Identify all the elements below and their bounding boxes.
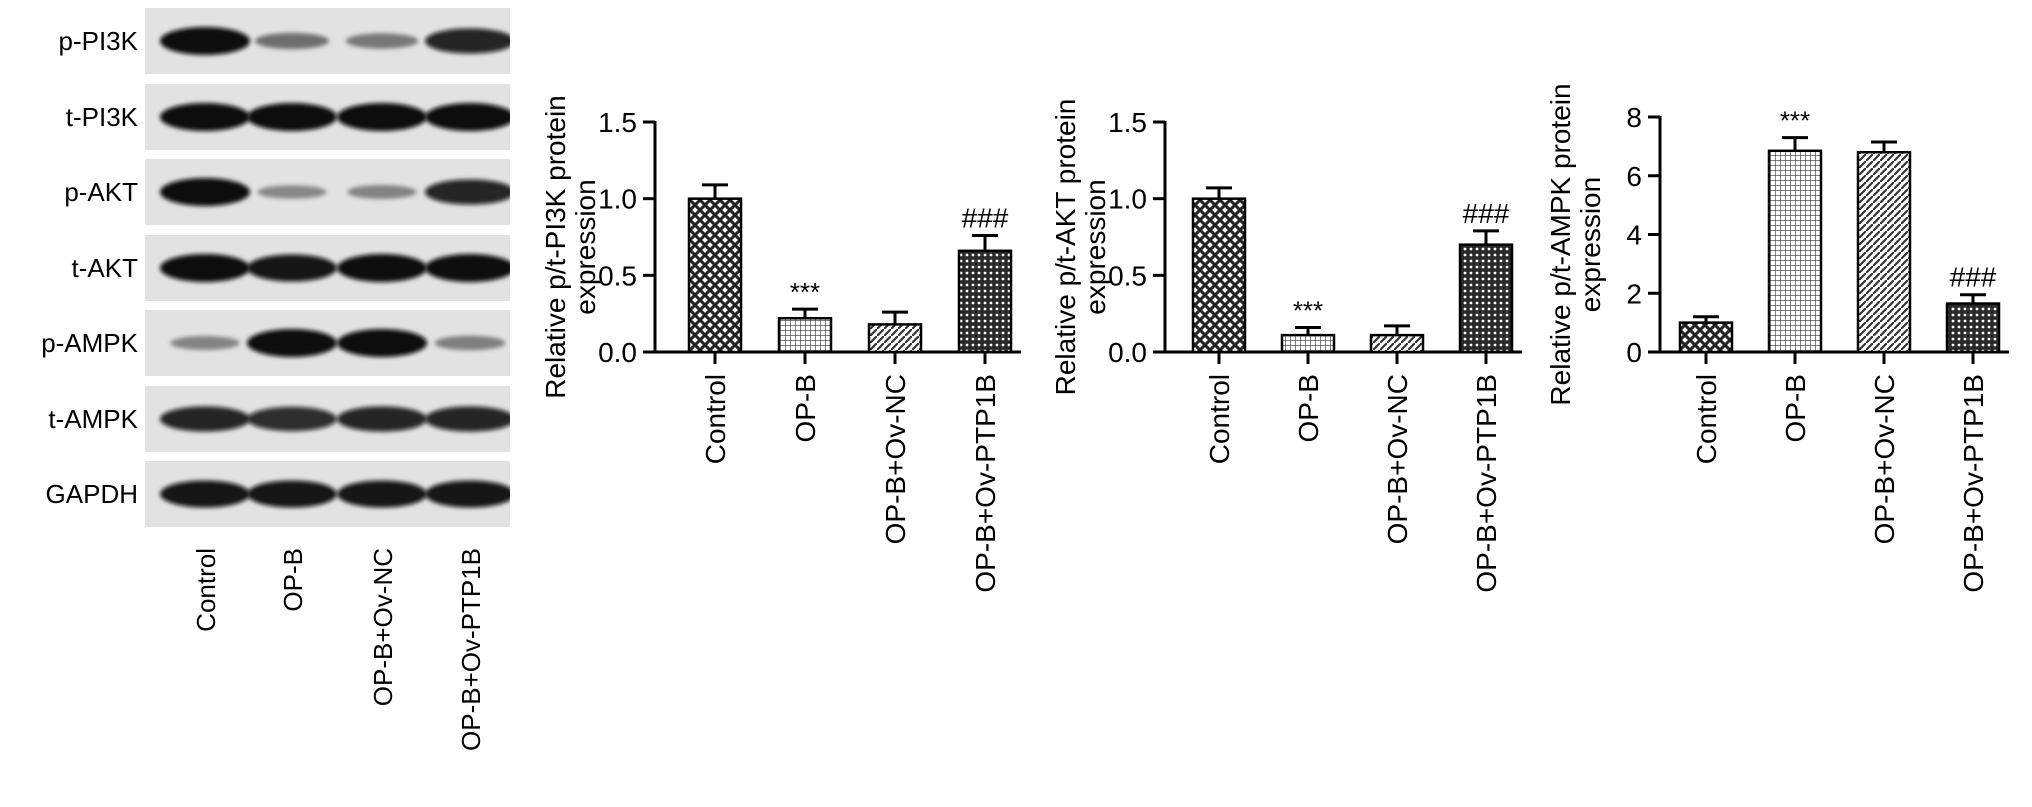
blot-band xyxy=(160,178,250,206)
bar xyxy=(1369,333,1425,354)
significance-label: *** xyxy=(1780,106,1810,136)
bar xyxy=(1767,149,1823,354)
y-tick-label: 2 xyxy=(1626,278,1642,309)
western-blot-panel: p-PI3K t-PI3K p-AKT t-AKT p-AMPK t-AMPK GAPDH C… xyxy=(0,0,520,802)
blot-band xyxy=(337,102,427,131)
blot-band xyxy=(247,406,337,431)
blot-band xyxy=(434,335,506,351)
bar xyxy=(777,317,833,354)
blot-band xyxy=(247,102,337,131)
blot-lane-label: OP-B+Ov-NC xyxy=(368,548,398,707)
blot-strip xyxy=(145,385,510,452)
y-tick-label: 4 xyxy=(1626,220,1642,251)
y-tick-label: 1.5 xyxy=(1108,107,1147,138)
bar xyxy=(1856,151,1912,354)
blot-band xyxy=(170,336,240,350)
blot-band xyxy=(160,405,250,432)
blot-band xyxy=(160,27,250,55)
blot-strip xyxy=(145,461,510,527)
blot-band xyxy=(425,405,510,432)
y-tick-label: 6 xyxy=(1626,161,1642,192)
significance-label: ### xyxy=(962,202,1009,233)
blot-band xyxy=(160,480,250,508)
blot-row-label: t-AKT xyxy=(71,252,138,283)
blot-band xyxy=(160,102,250,131)
y-tick-label: 1.5 xyxy=(598,107,637,138)
blot-band xyxy=(347,185,417,199)
x-tick-label: OP-B+Ov-PTP1B xyxy=(1958,374,1989,593)
blot-row-label: p-AMPK xyxy=(41,328,138,358)
y-tick-label: 0.5 xyxy=(1108,260,1147,291)
blot-strip xyxy=(145,83,510,150)
y-axis-title: Relative p/t-PI3K proteinexpression xyxy=(540,95,601,399)
blot-band xyxy=(254,32,330,50)
chart-pi3k: 0.0 0.5 1.0 1.5 Relative p/t-PI3K proteinexp… xyxy=(520,0,1025,802)
y-tick-label: 8 xyxy=(1626,102,1642,133)
bar xyxy=(1280,333,1336,354)
x-tick-label: OP-B+Ov-NC xyxy=(1382,374,1413,544)
x-tick-label: Control xyxy=(700,374,731,464)
blot-strip xyxy=(145,8,510,74)
chart-akt: 0.0 0.5 1.0 1.5 Relative p/t-AKT proteinexpr… xyxy=(1030,0,1530,802)
bar xyxy=(1945,302,2001,354)
blot-band xyxy=(425,480,510,508)
significance-label: ### xyxy=(1950,262,1997,293)
blot-row-label: p-PI3K xyxy=(58,26,139,56)
blot-band xyxy=(247,253,337,282)
significance-label: *** xyxy=(1293,295,1323,325)
y-tick-label: 0.0 xyxy=(1108,337,1147,368)
blot-band xyxy=(337,405,427,432)
blot-row-label: p-AKT xyxy=(64,177,138,207)
bar xyxy=(1458,243,1514,354)
y-tick-label: 0.5 xyxy=(598,260,637,291)
blot-band xyxy=(425,253,510,282)
blot-band xyxy=(257,185,327,199)
blot-band xyxy=(425,102,510,131)
bar xyxy=(957,249,1013,354)
significance-label: *** xyxy=(790,277,820,307)
x-tick-label: OP-B xyxy=(790,374,821,442)
x-tick-label: OP-B+Ov-PTP1B xyxy=(970,374,1001,593)
bar xyxy=(1191,197,1247,354)
blot-lane-label: Control xyxy=(191,548,221,632)
significance-label: ### xyxy=(1463,198,1510,229)
y-tick-label: 1.0 xyxy=(1108,184,1147,215)
blot-band xyxy=(345,33,419,49)
bar xyxy=(687,197,743,354)
x-tick-label: OP-B xyxy=(1293,374,1324,442)
blot-band xyxy=(425,179,510,205)
blot-band xyxy=(337,329,427,357)
x-tick-label: OP-B+Ov-NC xyxy=(880,374,911,544)
bar xyxy=(1678,321,1734,354)
blot-row-label: GAPDH xyxy=(45,479,138,509)
blot-strip xyxy=(145,159,510,225)
chart-ampk: 0 2 4 6 8 Relative p/t-AMPK proteinexpression… xyxy=(1530,0,2030,802)
y-axis-title: Relative p/t-AKT proteinexpression xyxy=(1050,99,1111,396)
blot-band xyxy=(160,253,250,282)
blot-lane-label: OP-B+Ov-PTP1B xyxy=(456,548,486,751)
bar xyxy=(867,323,923,354)
x-tick-label: OP-B+Ov-NC xyxy=(1869,374,1900,544)
blot-lane-label: OP-B xyxy=(278,548,308,612)
blot-band xyxy=(337,253,427,282)
blot-strip xyxy=(145,234,510,301)
y-axis-title: Relative p/t-AMPK proteinexpression xyxy=(1545,83,1606,405)
y-tick-label: 0 xyxy=(1626,337,1642,368)
x-tick-label: Control xyxy=(1691,374,1722,464)
blot-strip xyxy=(145,310,510,376)
blot-row-label: t-AMPK xyxy=(48,403,138,434)
blot-row-label: t-PI3K xyxy=(65,101,138,132)
blot-band xyxy=(247,480,337,508)
blot-band xyxy=(337,480,427,508)
blot-band xyxy=(425,28,510,54)
y-tick-label: 1.0 xyxy=(598,184,637,215)
blot-band xyxy=(247,329,337,357)
x-tick-label: OP-B+Ov-PTP1B xyxy=(1471,374,1502,593)
x-tick-label: Control xyxy=(1204,374,1235,464)
x-tick-label: OP-B xyxy=(1780,374,1811,442)
y-tick-label: 0.0 xyxy=(598,337,637,368)
